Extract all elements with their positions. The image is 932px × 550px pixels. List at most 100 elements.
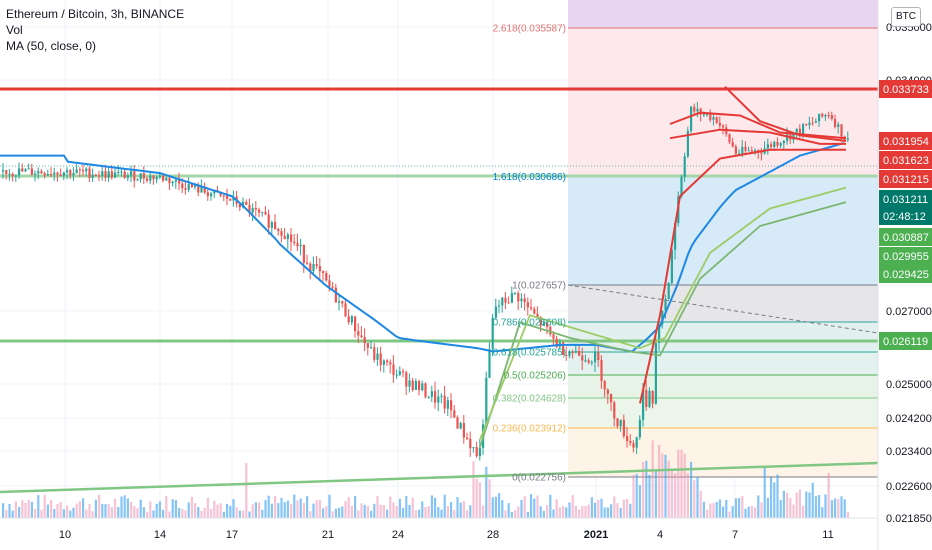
volume-bar — [802, 505, 805, 518]
horizontal-levels — [0, 87, 878, 343]
volume-bar — [539, 506, 542, 518]
candle-body — [184, 188, 187, 190]
candle-body — [632, 443, 635, 448]
candle-body — [549, 326, 552, 335]
volume-bar — [386, 509, 389, 518]
volume-bar — [306, 496, 309, 518]
price-tag-background — [879, 190, 932, 208]
volume-bar — [738, 498, 741, 518]
volume-bar — [616, 503, 619, 518]
volume-bar — [158, 501, 161, 518]
volume-bar — [578, 509, 581, 518]
volume-bar — [146, 511, 149, 518]
volume-bar — [434, 497, 437, 518]
candle-body — [594, 352, 597, 363]
fib-band-top — [568, 0, 878, 28]
moving-average-label[interactable]: MA (50, close, 0) — [6, 39, 97, 53]
candle-body — [101, 171, 104, 176]
price-axis[interactable]: 0.0350000.0340000.0270000.0250000.024200… — [886, 22, 932, 525]
volume-bar — [238, 510, 241, 518]
candle-body — [475, 447, 478, 457]
volume-bar — [533, 498, 536, 518]
candle-body — [744, 146, 747, 151]
candle-body — [50, 174, 53, 175]
volume-bar — [549, 494, 552, 518]
candle-body — [648, 390, 651, 407]
candle-body — [98, 175, 101, 177]
candle-body — [706, 114, 709, 116]
volume-bar — [613, 496, 616, 518]
fib-level-label: 2.618(0.035587) — [493, 24, 566, 35]
candle-body — [8, 173, 11, 175]
volume-bar — [818, 495, 821, 518]
candle-body — [539, 316, 542, 326]
candle-body — [520, 298, 523, 302]
candle-body — [347, 316, 350, 323]
volume-bar — [782, 490, 785, 518]
candle-body — [398, 371, 401, 375]
price-tag-label: 0.033733 — [883, 84, 929, 96]
candle-body — [437, 396, 440, 403]
time-axis[interactable]: 10 14 17 21 24 28 2021 4 7 11 — [59, 529, 834, 541]
ma-red-line — [639, 148, 846, 404]
volume-bar — [706, 509, 709, 518]
volume-bar — [203, 507, 206, 518]
candle-body — [325, 273, 328, 281]
fib-level-label: 1.618(0.030686) — [493, 172, 566, 183]
volume-bar — [376, 495, 379, 518]
candle-body — [418, 381, 421, 391]
candle-body — [523, 298, 526, 303]
candle-body — [533, 308, 536, 314]
volume-bar — [27, 499, 30, 518]
volume-bar — [712, 503, 715, 518]
candle-body — [82, 170, 85, 172]
candle-body — [142, 173, 145, 179]
candle-body — [674, 223, 677, 250]
volume-bar — [53, 508, 56, 518]
candle-body — [171, 181, 174, 184]
candle-body — [267, 214, 270, 228]
volume-bar — [450, 502, 453, 518]
candle-body — [203, 186, 206, 193]
volume-bar — [325, 506, 328, 518]
candle-body — [40, 171, 43, 174]
volume-bar — [24, 503, 27, 518]
price-axis-tick-label: 0.022600 — [886, 481, 932, 493]
currency-badge[interactable]: BTC — [891, 7, 921, 27]
candle-body — [584, 360, 587, 362]
candle-body — [91, 174, 94, 178]
candle-body — [181, 183, 184, 189]
volume-bar — [594, 502, 597, 518]
volume-bar — [667, 460, 670, 518]
volume-indicator-label[interactable]: Vol — [6, 23, 23, 37]
candle-body — [245, 201, 248, 205]
candle-body — [536, 313, 539, 317]
candle-body — [261, 211, 264, 213]
volume-bar — [747, 506, 750, 518]
candle-body — [376, 353, 379, 360]
candle-body — [712, 117, 715, 120]
fib-level-label: 0.236(0.023912) — [493, 424, 566, 435]
price-tag: 0.031211 — [879, 190, 932, 208]
volume-bar — [501, 500, 504, 518]
volume-bar — [405, 496, 408, 518]
price-tag-label: 0.030887 — [883, 232, 929, 244]
volume-bar — [299, 498, 302, 518]
volume-bar — [562, 506, 565, 518]
volume-bar — [702, 501, 705, 518]
symbol-title[interactable]: Ethereum / Bitcoin, 3h, BINANCE — [6, 7, 185, 21]
ma-green-line — [479, 201, 847, 448]
candle-body — [72, 173, 75, 176]
volume-bar — [363, 504, 366, 518]
volume-bar — [216, 504, 219, 518]
long-term-trendline — [0, 461, 879, 494]
price-axis-tick-label: 0.027000 — [886, 306, 932, 318]
candle-body — [283, 235, 286, 239]
volume-bar — [664, 454, 667, 518]
candle-body — [718, 122, 721, 126]
volume-bar — [629, 503, 632, 518]
volume-bar — [606, 507, 609, 518]
candle-body — [613, 402, 616, 419]
candle-body — [248, 204, 251, 213]
